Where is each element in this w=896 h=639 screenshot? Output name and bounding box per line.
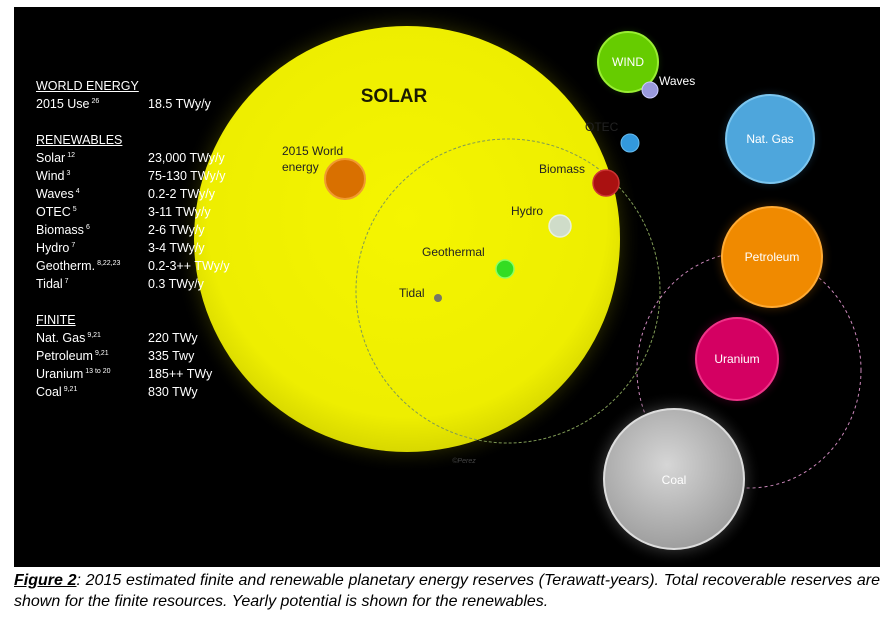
- legend-row: 2015 Use 26 18.5 TWy/y: [36, 97, 296, 115]
- figure-panel: SOLAR 2015 World energy Biomass Hydro Ge…: [14, 7, 880, 567]
- energy-reserves-diagram: SOLAR 2015 World energy Biomass Hydro Ge…: [172, 7, 862, 567]
- legend-value: 335 Twy: [148, 349, 195, 363]
- otec-circle: [620, 133, 640, 153]
- waves-circle: [641, 81, 659, 99]
- legend-label: Petroleum 9,21: [36, 349, 109, 363]
- legend-label: Geotherm. 8,22,23: [36, 259, 121, 273]
- legend-row: Biomass 6 2-6 TWy/y: [36, 223, 296, 241]
- legend-value: 3-11 TWy/y: [148, 205, 211, 219]
- legend-value: 0.2-3++ TWy/y: [148, 259, 230, 273]
- world-energy-circle: [324, 158, 366, 200]
- legend-value: 3-4 TWy/y: [148, 241, 205, 255]
- inner-orbit-ring: [355, 138, 661, 444]
- legend-row: Waves 4 0.2-2 TWy/y: [36, 187, 296, 205]
- tidal-label: Tidal: [399, 286, 425, 300]
- uranium-circle: [695, 317, 779, 401]
- legend-label: 2015 Use 26: [36, 97, 100, 111]
- legend-header-finite: FINITE: [36, 313, 76, 327]
- waves-label: Waves: [659, 74, 695, 88]
- natgas-circle: [725, 94, 815, 184]
- legend-label: Solar 12: [36, 151, 75, 165]
- wind-circle: [597, 31, 659, 93]
- coal-circle: [603, 408, 745, 550]
- legend-label: OTEC 5: [36, 205, 77, 219]
- legend-row: Solar 12 23,000 TWy/y: [36, 151, 296, 169]
- biomass-label: Biomass: [539, 162, 585, 176]
- coal-label: Coal: [662, 473, 687, 487]
- otec-label: OTEC: [585, 120, 619, 134]
- solar-circle: [194, 26, 620, 452]
- solar-label: SOLAR: [361, 86, 428, 107]
- legend-row: Geotherm. 8,22,23 0.2-3++ TWy/y: [36, 259, 296, 277]
- legend-value: 0.3 TWy/y: [148, 277, 204, 291]
- legend-row: Nat. Gas 9,21 220 TWy: [36, 331, 296, 349]
- legend-value: 18.5 TWy/y: [148, 97, 211, 111]
- caption-text: : 2015 estimated finite and renewable pl…: [14, 572, 880, 610]
- legend-header-renewables: RENEWABLES: [36, 133, 123, 147]
- figure-caption: Figure 2: 2015 estimated finite and rene…: [14, 570, 880, 612]
- legend-label: Nat. Gas 9,21: [36, 331, 101, 345]
- legend-value: 23,000 TWy/y: [148, 151, 225, 165]
- uranium-label: Uranium: [714, 352, 759, 366]
- petroleum-label: Petroleum: [745, 250, 800, 264]
- figure-number: Figure 2: [14, 572, 77, 589]
- legend-value: 2-6 TWy/y: [148, 223, 205, 237]
- legend-value: 185++ TWy: [148, 367, 213, 381]
- legend-row: Tidal 7 0.3 TWy/y: [36, 277, 296, 295]
- legend-label: Biomass 6: [36, 223, 90, 237]
- legend-label: Wind 3: [36, 169, 71, 183]
- legend-label: Hydro 7: [36, 241, 76, 255]
- legend-label: Waves 4: [36, 187, 80, 201]
- hydro-label: Hydro: [511, 204, 543, 218]
- biomass-circle: [592, 169, 620, 197]
- geothermal-label: Geothermal: [422, 245, 485, 259]
- natgas-label: Nat. Gas: [746, 132, 793, 146]
- wind-label: WIND: [612, 55, 644, 69]
- legend-row: Coal 9,21 830 TWy: [36, 385, 296, 403]
- petroleum-circle: [721, 206, 823, 308]
- legend-label: Tidal 7: [36, 277, 69, 291]
- geothermal-circle: [495, 259, 515, 279]
- tidal-circle: [434, 294, 442, 302]
- credit-label: ©Perez: [452, 457, 476, 465]
- legend-header-world-energy: WORLD ENERGY: [36, 79, 139, 93]
- legend-row: Hydro 7 3-4 TWy/y: [36, 241, 296, 259]
- world-energy-label-line-1: 2015 World: [282, 144, 343, 158]
- legend-row: Wind 3 75-130 TWy/y: [36, 169, 296, 187]
- legend-value: 220 TWy: [148, 331, 198, 345]
- legend-row: Uranium 13 to 20 185++ TWy: [36, 367, 296, 385]
- legend-value: 830 TWy: [148, 385, 198, 399]
- legend-value: 75-130 TWy/y: [148, 169, 226, 183]
- legend-row: Petroleum 9,21 335 Twy: [36, 349, 296, 367]
- legend-row: OTEC 5 3-11 TWy/y: [36, 205, 296, 223]
- legend-label: Coal 9,21: [36, 385, 78, 399]
- world-energy-label-line-2: energy: [282, 160, 319, 174]
- legend-value: 0.2-2 TWy/y: [148, 187, 216, 201]
- legend-label: Uranium 13 to 20: [36, 367, 111, 381]
- hydro-circle: [548, 214, 572, 238]
